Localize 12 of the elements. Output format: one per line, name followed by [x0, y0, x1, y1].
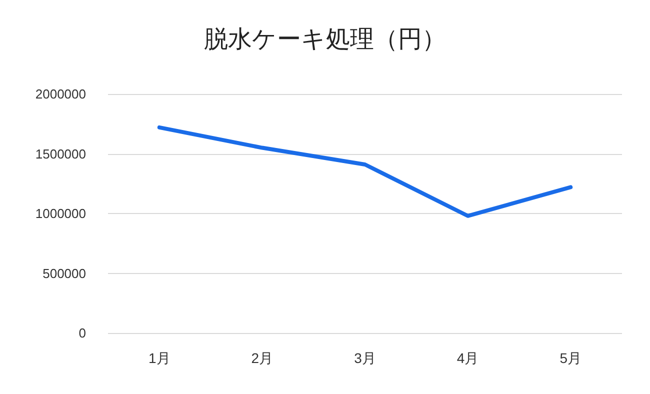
x-tick-label: 1月	[148, 350, 170, 366]
x-tick-label: 5月	[560, 350, 582, 366]
x-tick-label: 2月	[251, 350, 274, 366]
x-tick-label: 3月	[354, 350, 376, 366]
x-tick-label: 4月	[456, 350, 479, 366]
y-tick-label: 1000000	[35, 206, 86, 221]
y-tick-label: 0	[78, 326, 86, 340]
line-series	[157, 125, 573, 218]
y-tick-label: 500000	[42, 266, 86, 281]
y-tick-label: 1500000	[35, 146, 86, 162]
y-tick-label: 2000000	[35, 86, 86, 102]
chart-title: 脱水ケーキ処理（円）	[204, 25, 446, 53]
